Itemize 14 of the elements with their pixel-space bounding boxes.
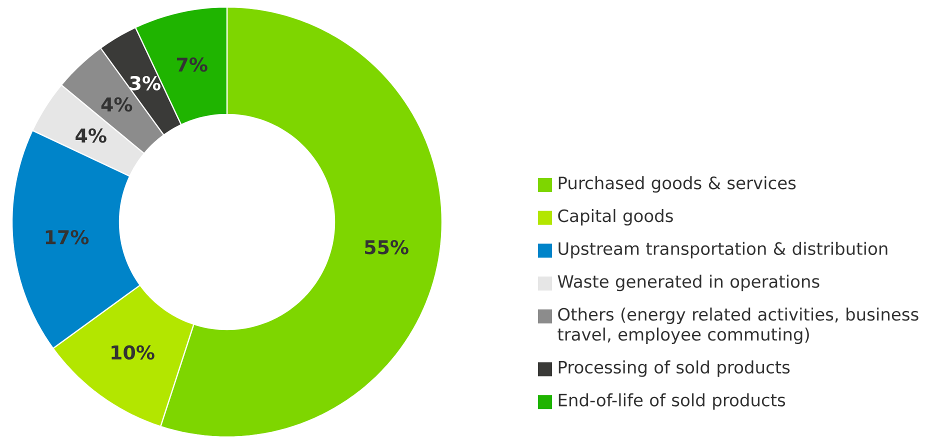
legend-label: Purchased goods & services xyxy=(558,176,796,193)
data-label: 7% xyxy=(176,57,208,72)
legend-label: Upstream transportation & distribution xyxy=(558,242,888,258)
data-label: 4% xyxy=(101,97,132,112)
data-label: 3% xyxy=(130,76,160,90)
legend-label: Processing of sold products xyxy=(558,360,790,377)
data-label: 55% xyxy=(365,240,408,254)
legend-label: Waste generated in operations xyxy=(558,274,820,292)
legend-label: Others (energy related activities, business travel, employee commuting) xyxy=(558,308,918,344)
legend-label: Capital goods xyxy=(558,209,673,226)
data-label: 17% xyxy=(46,230,89,244)
legend-label: End-of-life of sold products xyxy=(558,393,786,410)
data-label: 10% xyxy=(112,345,154,360)
data-label: 4% xyxy=(76,128,106,143)
